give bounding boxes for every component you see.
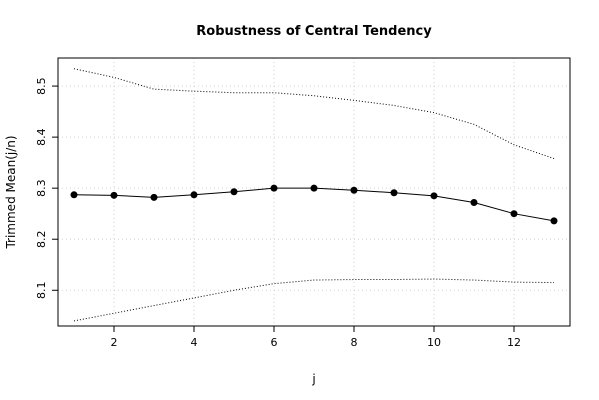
x-tick-label-3: 8 bbox=[351, 336, 358, 349]
data-point-1 bbox=[70, 191, 78, 199]
data-point-8 bbox=[350, 186, 358, 194]
x-tick-label-1: 4 bbox=[191, 336, 198, 349]
y-tick-label-1: 8.2 bbox=[35, 230, 48, 248]
data-point-11 bbox=[470, 198, 478, 206]
series-line-2 bbox=[73, 278, 555, 322]
series-line-1 bbox=[73, 68, 555, 160]
y-axis-label: Trimmed Mean(j/n) bbox=[4, 135, 18, 249]
data-point-9 bbox=[390, 189, 398, 197]
y-tick-label-3: 8.4 bbox=[35, 128, 48, 146]
data-point-3 bbox=[150, 193, 158, 201]
y-tick-label-4: 8.5 bbox=[35, 77, 48, 95]
grid bbox=[58, 58, 570, 326]
x-tick-label-4: 10 bbox=[427, 336, 441, 349]
data-point-5 bbox=[230, 188, 238, 196]
x-tick-label-5: 12 bbox=[507, 336, 521, 349]
data-point-12 bbox=[510, 210, 518, 218]
y-tick-label-2: 8.3 bbox=[35, 179, 48, 197]
x-tick-label-2: 6 bbox=[271, 336, 278, 349]
chart-title: Robustness of Central Tendency bbox=[196, 24, 432, 39]
data-point-2 bbox=[110, 191, 118, 199]
series-layer bbox=[70, 68, 558, 322]
x-tick-label-0: 2 bbox=[111, 336, 118, 349]
data-point-13 bbox=[550, 217, 558, 225]
data-point-6 bbox=[270, 184, 278, 192]
data-point-7 bbox=[310, 184, 318, 192]
data-point-4 bbox=[190, 191, 198, 199]
data-point-10 bbox=[430, 192, 438, 200]
y-tick-label-0: 8.1 bbox=[35, 282, 48, 300]
plot-frame bbox=[57, 57, 571, 327]
axis-ticks: 2 4 6 8 10 12 8.1 8.2 8.3 8.4 8.5 bbox=[35, 77, 521, 349]
series-line-0 bbox=[73, 187, 555, 222]
x-axis-label: j bbox=[311, 372, 315, 386]
